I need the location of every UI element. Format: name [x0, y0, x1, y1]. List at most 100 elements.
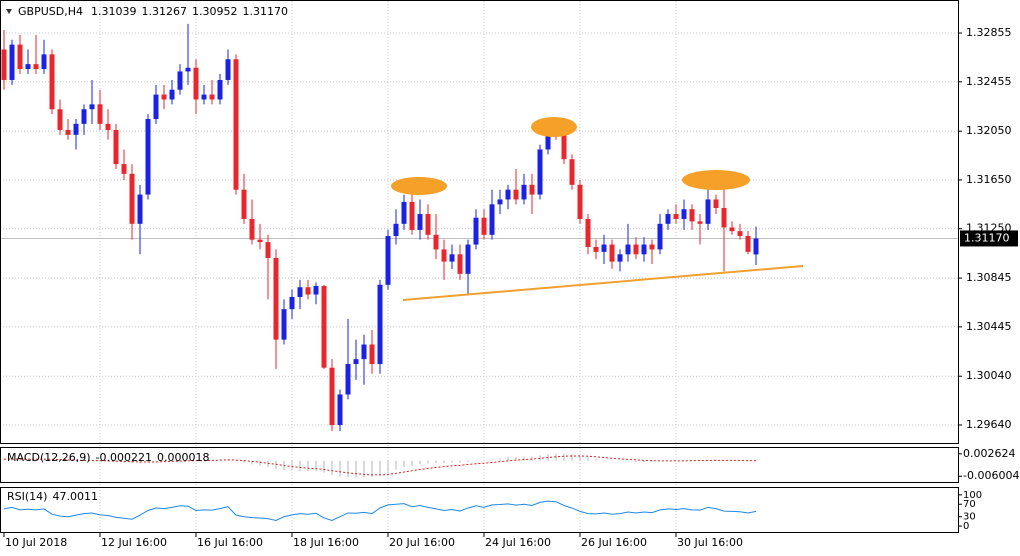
signal-line: [4, 455, 757, 476]
candle-body: [729, 227, 735, 232]
axes: 1.328551.324551.320501.316501.312501.308…: [3, 26, 1019, 549]
y-tick-label: 1.32050: [966, 124, 1012, 137]
candle-body: [225, 59, 231, 80]
y-tick-label: 30: [963, 512, 976, 523]
candle-body: [257, 239, 263, 243]
x-tick-label: 24 Jul 16:00: [485, 536, 551, 549]
candle-body: [145, 118, 151, 195]
candle-body: [457, 254, 463, 274]
candle-body: [425, 214, 431, 235]
chart-header: GBPUSD,H4 1.31039 1.31267 1.30952 1.31170: [18, 5, 288, 18]
candle-body: [377, 284, 383, 365]
rsi-panel: [3, 500, 757, 521]
candle-body: [521, 184, 527, 200]
candle-body: [313, 286, 319, 295]
candle-body: [169, 89, 175, 100]
candle-body: [209, 94, 215, 100]
y-tick-label: -0.006004: [963, 469, 1019, 482]
candle-body: [409, 201, 415, 230]
rsi-title: RSI(14): [7, 490, 47, 503]
x-tick-label: 10 Jul 2018: [5, 536, 67, 549]
candle-body: [217, 79, 223, 100]
candle-body: [241, 189, 247, 219]
candle-body: [25, 64, 31, 70]
candle-body: [1, 49, 7, 80]
candle-body: [585, 218, 591, 247]
candle-body: [577, 184, 583, 219]
candle-body: [337, 394, 343, 425]
candle-body: [361, 344, 367, 360]
candle-body: [569, 159, 575, 185]
candle-body: [617, 254, 623, 262]
candle-body: [417, 214, 423, 230]
macd-header: MACD(12,26,9) -0.000221 0.000018: [7, 451, 210, 464]
candle-body: [673, 214, 679, 219]
candle-body: [369, 344, 375, 365]
candle-body: [753, 238, 759, 255]
y-tick-label: 100: [963, 490, 982, 501]
y-tick-label: 1.32455: [966, 75, 1012, 88]
candle-body: [401, 201, 407, 224]
y-tick-label: 1.29640: [966, 418, 1012, 431]
candle-body: [657, 223, 663, 250]
candle-body: [497, 199, 503, 205]
candle-body: [297, 287, 303, 297]
x-tick-label: 18 Jul 16:00: [293, 536, 359, 549]
candle-body: [393, 223, 399, 237]
candle-body: [441, 249, 447, 262]
candle-body: [609, 244, 615, 262]
rsi-line: [3, 500, 757, 521]
macd-frame: [0, 447, 959, 483]
candle-body: [105, 123, 111, 130]
candle-body: [49, 54, 55, 110]
candle-body: [561, 134, 567, 160]
y-tick-label: 1.30040: [966, 369, 1012, 382]
candle-body: [273, 257, 279, 340]
y-tick-label: 0.002624: [963, 447, 1016, 460]
candles: [1, 23, 759, 432]
candle-body: [161, 94, 167, 100]
candle-body: [649, 244, 655, 250]
menu-arrow: [6, 9, 12, 14]
x-tick-label: 12 Jul 16:00: [101, 536, 167, 549]
candle-body: [681, 209, 687, 219]
candle-body: [97, 104, 103, 124]
y-tick-label: 1.30445: [966, 320, 1012, 333]
candle-body: [505, 189, 511, 200]
candle-body: [697, 221, 703, 224]
y-tick-label: 70: [963, 499, 976, 510]
candle-body: [249, 218, 255, 240]
candle-body: [177, 71, 183, 90]
candle-body: [537, 149, 543, 195]
candle-body: [265, 242, 271, 258]
candle-body: [489, 204, 495, 235]
candle-body: [449, 254, 455, 262]
candle-body: [529, 184, 535, 195]
head: [531, 117, 577, 137]
candle-body: [57, 109, 63, 130]
candle-body: [385, 236, 391, 285]
rsi-header: RSI(14) 47.0011: [7, 490, 98, 503]
x-tick-label: 20 Jul 16:00: [389, 536, 455, 549]
price-tag-label: 1.31170: [964, 231, 1010, 244]
candle-body: [737, 231, 743, 237]
macd-title: MACD(12,26,9): [7, 451, 91, 464]
candle-body: [353, 359, 359, 365]
candle-body: [545, 129, 551, 150]
rsi-value: 47.0011: [52, 490, 98, 503]
candle-body: [481, 217, 487, 235]
high-label: 1.31267: [141, 5, 187, 18]
low-label: 1.30952: [192, 5, 238, 18]
candle-body: [345, 364, 351, 395]
open-label: 1.31039: [91, 5, 137, 18]
candle-body: [705, 199, 711, 224]
candle-body: [193, 67, 199, 100]
macd-panel: [3, 453, 757, 478]
neckline: [402, 265, 804, 301]
candle-body: [601, 244, 607, 252]
candle-body: [33, 64, 39, 70]
candle-body: [153, 94, 159, 119]
candle-body: [129, 173, 135, 224]
candle-body: [41, 54, 47, 70]
